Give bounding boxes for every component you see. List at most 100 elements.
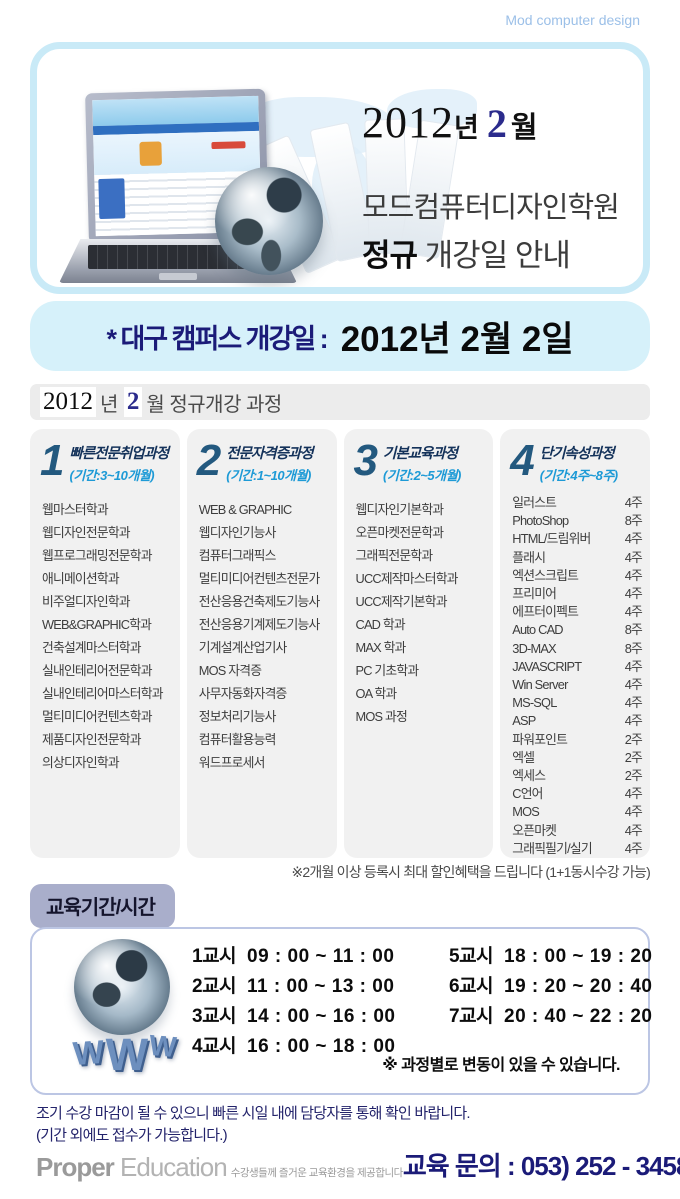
course-item: 오픈마켓 4주 bbox=[512, 822, 643, 840]
course-duration: 4주 bbox=[624, 658, 643, 674]
course-name: 에프터이펙트 bbox=[512, 604, 579, 620]
course-name: 일러스트 bbox=[512, 495, 557, 510]
course-duration: 8주 bbox=[624, 513, 643, 529]
course-item: ASP 4주 bbox=[512, 712, 643, 730]
header-month: 2 bbox=[486, 101, 507, 146]
class-times: 1교시 09 : 00 ~ 11 : 00 5교시 18 : 00 ~ 19 :… bbox=[192, 942, 652, 1062]
footer-notice-line2: (기간 외에도 접수가 가능합니다.) bbox=[36, 1127, 228, 1144]
course-duration: 4주 bbox=[624, 549, 643, 565]
course-item: 프리미어 4주 bbox=[512, 585, 643, 603]
course-item: 엑셀 2주 bbox=[512, 749, 643, 767]
header-month-suffix: 월 bbox=[510, 112, 538, 144]
course-duration: 4주 bbox=[624, 677, 643, 693]
column-period: (기간:1~10개월) bbox=[226, 468, 311, 483]
course-item: HTML/드림위버 4주 bbox=[512, 530, 643, 548]
course-duration: 4주 bbox=[624, 604, 643, 620]
period-time: 20 : 40 ~ 22 : 20 bbox=[504, 1006, 653, 1027]
course-name: 그래픽필기/실기 bbox=[512, 840, 592, 856]
course-name: 플래시 bbox=[512, 549, 546, 565]
section-year-suffix: 년 bbox=[100, 393, 118, 416]
www-letter: W bbox=[105, 1029, 149, 1080]
course-list: WEB & GRAPHIC 웹디자인기능사 컴퓨터그래픽스 멀티미디어컨텐츠전문가 전산… bbox=[197, 498, 329, 774]
course-duration: 4주 bbox=[624, 840, 643, 856]
course-column-shortterm: 4 단기속성과정 (기간:4주~8주) 일러스트 4주 PhotoShop 8주 HTM… bbox=[500, 429, 650, 858]
course-name: 엑세스 bbox=[512, 768, 546, 784]
course-item: 웹디자인전문학과 bbox=[42, 525, 131, 540]
course-name: C언어 bbox=[512, 786, 543, 802]
column-number: 2 bbox=[196, 436, 222, 485]
brand-watermark: Mod computer design bbox=[505, 12, 640, 28]
header-year-suffix: 년 bbox=[454, 113, 479, 143]
course-name: HTML/드림위버 bbox=[512, 531, 591, 547]
section-year: 2012 bbox=[40, 387, 96, 417]
course-item: 일러스트 4주 bbox=[512, 494, 643, 512]
course-item: 웹디자인기능사 bbox=[198, 525, 277, 540]
course-item: 워드프로세서 bbox=[198, 755, 266, 770]
course-item: MOS 과정 bbox=[355, 709, 408, 724]
course-duration: 4주 bbox=[624, 531, 643, 547]
schedule-change-note: ※ 과정별로 변동이 있을 수 있습니다. bbox=[382, 1057, 620, 1074]
course-item: 컴퓨터활용능력 bbox=[198, 732, 277, 747]
course-column-employment: 1 빠른전문취업과정 (기간:3~10개월) 웹마스터학과 웹디자인전문학과 웹프로… bbox=[30, 429, 180, 858]
column-number: 3 bbox=[353, 436, 378, 485]
banner-date: 2012년 2월 2일 bbox=[340, 319, 574, 359]
course-duration: 4주 bbox=[624, 822, 643, 838]
period-time: 18 : 00 ~ 19 : 20 bbox=[504, 946, 653, 967]
column-title: 단기속성과정 bbox=[539, 446, 615, 462]
header-subtitle: 정규 개강일 안내 bbox=[362, 230, 643, 275]
course-name: MS-SQL bbox=[512, 695, 557, 711]
course-duration: 2주 bbox=[624, 749, 643, 765]
course-duration: 4주 bbox=[624, 586, 643, 602]
footer-row: Proper Education 수강생들께 즐거운 교육환경을 제공합니다 교육… bbox=[36, 1146, 680, 1183]
course-name: 파워포인트 bbox=[512, 731, 568, 747]
contact-phone: 교육 문의 : 053) 252 - 3458 bbox=[402, 1151, 680, 1181]
course-column-certificate: 2 전문자격증과정 (기간:1~10개월) WEB & GRAPHIC 웹디자인기… bbox=[186, 429, 337, 858]
course-item: JAVASCRIPT 4주 bbox=[512, 658, 643, 676]
www-letter: W bbox=[147, 1029, 178, 1065]
logo-bold-text: Proper bbox=[36, 1152, 115, 1182]
course-name: 3D-MAX bbox=[512, 640, 556, 656]
course-duration: 2주 bbox=[624, 731, 643, 747]
course-duration: 8주 bbox=[624, 622, 643, 638]
course-item: 플래시 4주 bbox=[512, 549, 643, 567]
course-column-basic: 3 기본교육과정 (기간:2~5개월) 웹디자인기본학과 오픈마켓전문학과 그래픽전… bbox=[343, 429, 494, 858]
logo-light-text: Education bbox=[113, 1152, 228, 1182]
course-name: 오픈마켓 bbox=[512, 822, 557, 838]
course-item: PhotoShop 8주 bbox=[512, 512, 643, 530]
course-item: 오픈마켓전문학과 bbox=[355, 525, 445, 540]
period-time: 16 : 00 ~ 18 : 00 bbox=[247, 1036, 396, 1057]
www-letter: W bbox=[72, 1032, 106, 1073]
course-name: JAVASCRIPT bbox=[512, 658, 582, 674]
course-item: Auto CAD 8주 bbox=[512, 621, 643, 639]
column-header: 3 기본교육과정 (기간:2~5개월) bbox=[353, 436, 486, 485]
course-item: 멀티미디어컨텐츠전문가 bbox=[198, 571, 321, 586]
course-list: 웹마스터학과 웹디자인전문학과 웹프로그래밍전문학과 애니메이션학과 비주얼디자인학과 W… bbox=[40, 498, 172, 774]
course-name: 엑셀 bbox=[512, 749, 535, 765]
course-duration: 4주 bbox=[624, 695, 643, 711]
time-row: 1교시 09 : 00 ~ 11 : 00 5교시 18 : 00 ~ 19 :… bbox=[192, 942, 652, 972]
header-year: 2012 bbox=[362, 98, 454, 147]
time-row: 3교시 14 : 00 ~ 16 : 00 7교시 20 : 40 ~ 22 :… bbox=[192, 1002, 652, 1032]
course-name: MOS bbox=[512, 804, 540, 820]
section-month: 2 bbox=[123, 387, 143, 417]
course-item: 정보처리기능사 bbox=[198, 709, 277, 724]
course-name: ASP bbox=[512, 713, 536, 729]
time-row: 2교시 11 : 00 ~ 13 : 00 6교시 19 : 20 ~ 20 :… bbox=[192, 972, 652, 1002]
column-header: 1 빠른전문취업과정 (기간:3~10개월) bbox=[40, 439, 172, 484]
course-duration: 8주 bbox=[624, 640, 643, 656]
course-item: CAD 학과 bbox=[355, 617, 406, 632]
course-item: WEB&GRAPHIC학과 bbox=[42, 617, 152, 632]
header-text: 2012년 2 월 모드컴퓨터디자인학원 정규 개강일 안내 bbox=[362, 97, 643, 275]
course-item: 에프터이펙트 4주 bbox=[512, 603, 643, 621]
course-duration: 4주 bbox=[624, 713, 643, 729]
globe-icon bbox=[74, 939, 170, 1035]
footer-notice-line1: 조기 수강 마감이 될 수 있으니 빠른 시일 내에 담당자를 통해 확인 바랍… bbox=[36, 1105, 471, 1122]
column-header: 4 단기속성과정 (기간:4주~8주) bbox=[510, 439, 642, 484]
www-globe-illustration: WWW bbox=[46, 933, 196, 1089]
campus-open-banner: * 대구 캠퍼스 개강일 : 2012년 2월 2일 bbox=[30, 301, 650, 371]
section-rest: 월 정규개강 과정 bbox=[146, 393, 282, 416]
course-item: MS-SQL 4주 bbox=[512, 694, 643, 712]
course-item: PC 기초학과 bbox=[355, 663, 420, 678]
period-time: 19 : 20 ~ 20 : 40 bbox=[504, 976, 653, 997]
website-hero bbox=[93, 130, 261, 176]
